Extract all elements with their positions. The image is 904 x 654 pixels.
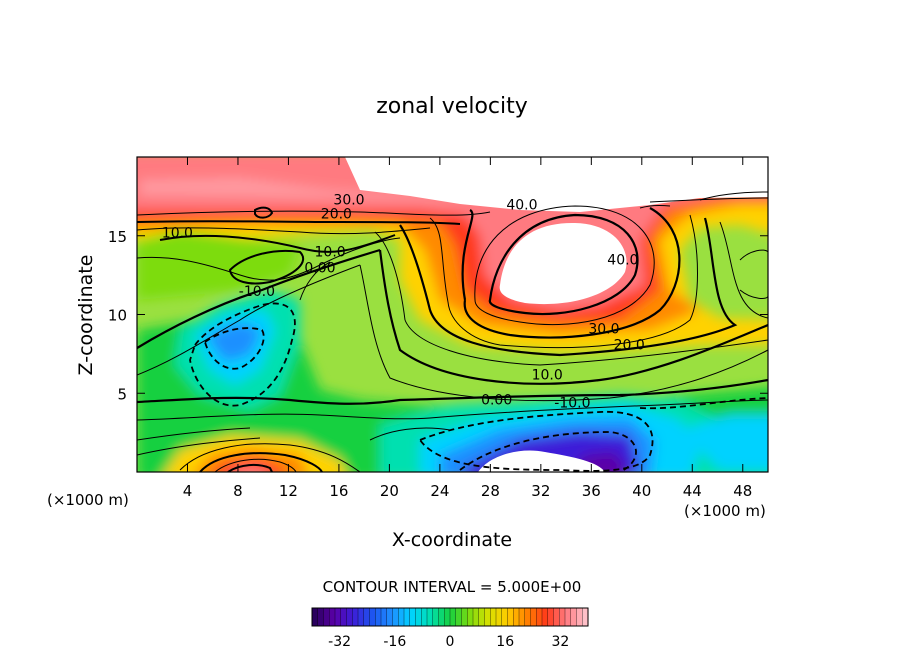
colorbar-tick-label: 32 (551, 634, 569, 650)
x-unit-label: (×1000 m) (684, 502, 766, 520)
colorbar-swatch (438, 608, 445, 626)
colorbar-swatch (553, 608, 560, 626)
x-axis: 4 8 12 16 20 24 28 32 36 40 44 48 (183, 157, 752, 500)
colorbar-swatch (415, 608, 422, 626)
colorbar-swatch (346, 608, 353, 626)
contour-label: 20.0 (321, 207, 352, 223)
colorbar-swatch (576, 608, 583, 626)
colorbar-swatch (404, 608, 411, 626)
x-tick-label: 16 (329, 482, 348, 500)
colorbar-swatch (386, 608, 394, 626)
contour-label: 10.0 (315, 245, 346, 261)
x-tick-label: 40 (632, 482, 651, 500)
colorbar: -32 -16 0 16 32 (311, 607, 589, 650)
x-tick-label: 48 (733, 482, 752, 500)
colorbar-swatch (450, 608, 457, 626)
contour-label: 10.0 (162, 226, 193, 242)
colorbar-swatch (421, 608, 428, 626)
colorbar-swatch (335, 608, 342, 626)
colorbar-swatch (317, 608, 325, 626)
x-tick-label: 4 (183, 482, 193, 500)
contour-label: 20.0 (614, 337, 645, 353)
contour-field: 40.040.030.020.010.010.00.00-10.030.020.… (137, 157, 768, 472)
colorbar-swatch (323, 608, 330, 626)
colorbar-tick-label: 16 (496, 634, 514, 650)
colorbar-swatch (427, 608, 434, 626)
x-tick-label: 36 (582, 482, 601, 500)
colorbar-swatch (455, 608, 463, 626)
x-tick-label: 44 (683, 482, 702, 500)
x-unit-label-left: (×1000 m) (47, 491, 129, 509)
colorbar-swatch (363, 608, 371, 626)
x-axis-label: X-coordinate (392, 529, 512, 551)
x-tick-label: 32 (531, 482, 550, 500)
colorbar-swatch (519, 608, 526, 626)
colorbar-tick-label: 0 (446, 634, 455, 650)
contour-label: 40.0 (506, 197, 537, 213)
contour-label: 40.0 (607, 252, 638, 268)
colorbar-swatch (352, 608, 359, 626)
contour-label: 30.0 (333, 193, 364, 209)
y-tick-label: 5 (117, 385, 127, 403)
max-region (499, 222, 627, 305)
colorbar-swatch (467, 608, 474, 626)
colorbar-tick-label: -32 (328, 634, 351, 650)
colorbar-swatch (501, 608, 509, 626)
contour-label: 0.00 (481, 393, 512, 409)
colorbar-swatch (524, 608, 532, 626)
colorbar-swatch (329, 608, 336, 626)
colorbar-swatch (547, 608, 555, 626)
x-tick-label: 12 (279, 482, 298, 500)
colorbar-swatch (461, 608, 468, 626)
colorbar-swatch (542, 608, 549, 626)
top-white-region (345, 157, 768, 212)
y-tick-label: 10 (108, 307, 127, 325)
colorbar-swatch (536, 608, 543, 626)
y-axis: 5 10 15 (108, 228, 768, 403)
colorbar-swatch (409, 608, 417, 626)
colorbar-swatch (490, 608, 497, 626)
bottom-white-region (478, 450, 605, 472)
chart-title: zonal velocity (376, 94, 528, 119)
colorbar-swatch (565, 608, 572, 626)
colorbar-swatch (559, 608, 566, 626)
colorbar-swatch (478, 608, 486, 626)
colorbar-swatch (392, 608, 399, 626)
colorbar-swatch (484, 608, 491, 626)
colorbar-swatch (358, 608, 365, 626)
contour-label: 10.0 (532, 367, 563, 383)
y-tick-label: 15 (108, 228, 127, 246)
colorbar-swatch (398, 608, 405, 626)
colorbar-swatch (375, 608, 382, 626)
colorbar-swatch (570, 608, 578, 626)
colorbar-swatch (473, 608, 480, 626)
colorbar-swatch (369, 608, 376, 626)
colorbar-swatch (582, 608, 589, 626)
colorbar-swatch (312, 608, 319, 626)
x-tick-label: 20 (380, 482, 399, 500)
colorbar-frame (311, 607, 589, 627)
contour-label: 30.0 (588, 322, 619, 338)
colorbar-swatch (507, 608, 514, 626)
colorbar-swatch (381, 608, 388, 626)
y-axis-label: Z-coordinate (75, 255, 97, 376)
colorbar-swatch (496, 608, 503, 626)
contour-label: -10.0 (554, 396, 590, 412)
contour-label: 0.00 (304, 260, 335, 276)
x-tick-label: 24 (430, 482, 449, 500)
colorbar-swatch (513, 608, 520, 626)
colorbar-swatch (340, 608, 348, 626)
x-tick-label: 28 (481, 482, 500, 500)
contour-label: -10.0 (239, 284, 275, 300)
colorbar-swatch (530, 608, 537, 626)
colorbar-swatch (432, 608, 440, 626)
colorbar-swatch (444, 608, 451, 626)
colorbar-tick-label: -16 (383, 634, 406, 650)
contour-interval-text: CONTOUR INTERVAL = 5.000E+00 (323, 578, 582, 596)
x-tick-label: 8 (233, 482, 243, 500)
